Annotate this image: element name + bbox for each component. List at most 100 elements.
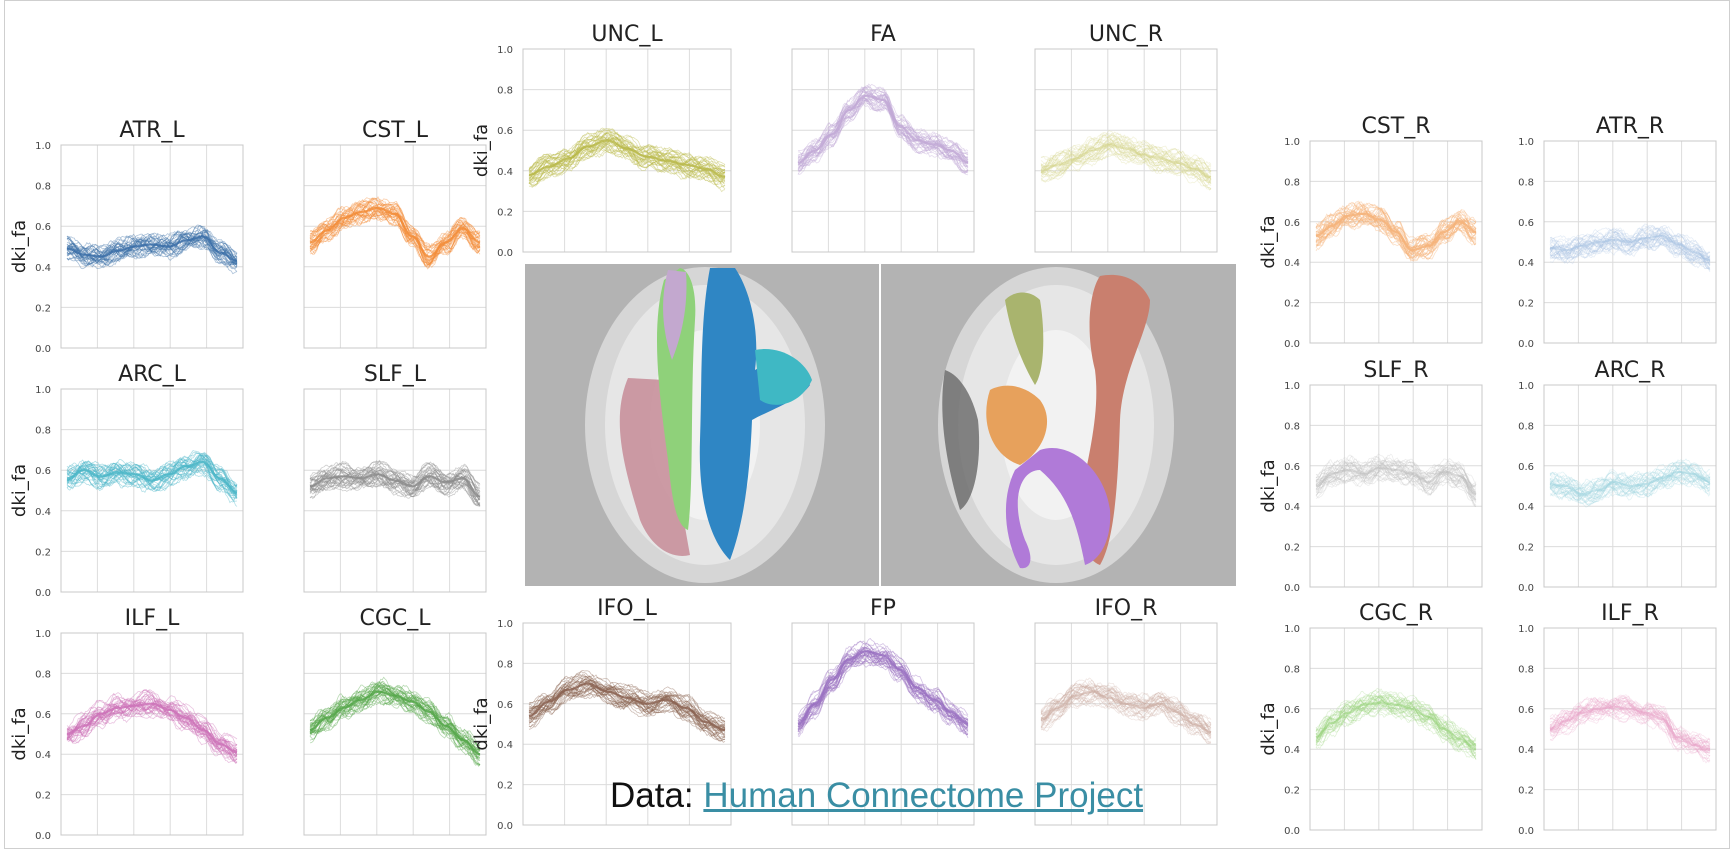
subject-line	[309, 683, 481, 749]
subject-line	[1549, 236, 1711, 269]
plot-frame	[60, 388, 244, 593]
subject-line	[1040, 135, 1212, 183]
subject-line	[797, 646, 969, 727]
series-line-mean	[309, 690, 481, 756]
subject-line	[1549, 707, 1711, 757]
subject-line	[528, 141, 726, 186]
subject-line	[309, 689, 481, 755]
plot-frame	[1543, 384, 1717, 588]
subject-line	[309, 213, 481, 266]
subject-line	[1040, 684, 1212, 729]
subject-line	[528, 678, 726, 733]
subject-line	[1549, 708, 1711, 762]
subject-line	[1315, 691, 1477, 747]
subject-line	[1549, 706, 1711, 764]
subject-line	[309, 474, 481, 506]
subject-line	[309, 681, 481, 754]
y-tick-label: 0.4	[35, 263, 51, 274]
subject-line	[309, 466, 481, 496]
subject-line	[1549, 701, 1711, 751]
subject-line	[797, 92, 969, 172]
subject-line	[1549, 236, 1711, 271]
subject-line	[66, 459, 238, 498]
subject-line	[797, 97, 969, 172]
subject-line	[66, 240, 238, 267]
y-tick-label: 0.0	[35, 831, 51, 842]
subject-line	[66, 232, 238, 265]
chart-arc-r: 0.0 0.2 0.4 0.6 0.8 1.0 ARC_R	[1518, 358, 1717, 594]
chart-title: IFO_R	[1095, 596, 1158, 621]
plot-frame	[303, 388, 487, 593]
subject-line	[797, 640, 969, 723]
chart-cgc-l: CGC_L	[303, 606, 487, 836]
subject-line	[529, 669, 726, 728]
subject-line	[1549, 708, 1711, 755]
subject-line	[797, 86, 969, 155]
subject-line	[1315, 699, 1477, 748]
subject-line	[309, 208, 481, 269]
plot-frame	[522, 48, 732, 253]
subject-line	[66, 228, 238, 256]
subject-line	[1549, 461, 1711, 497]
chart-ilf-l: 0.0 0.2 0.4 0.6 0.8 1.0 ILF_L dki_fa	[9, 606, 244, 842]
subject-line	[1549, 698, 1711, 753]
subject-line	[66, 232, 238, 264]
subject-line	[528, 680, 726, 730]
subject-line	[66, 690, 238, 748]
subject-line	[1315, 469, 1477, 503]
series-line-mean	[66, 235, 238, 262]
subject-line	[1549, 226, 1711, 258]
subject-line	[1549, 458, 1711, 492]
plot-frame	[1309, 384, 1483, 588]
subject-line	[1315, 471, 1476, 498]
subject-line	[1549, 465, 1711, 491]
subject-line	[309, 474, 481, 507]
subject-line	[1549, 703, 1711, 753]
y-tick-label: 1.0	[1518, 624, 1534, 635]
y-tick-label: 0.4	[35, 507, 51, 518]
y-tick-label: 0.0	[497, 821, 513, 832]
subject-line	[1315, 210, 1477, 257]
y-tick-label: 0.2	[1518, 543, 1534, 554]
subject-line	[1040, 134, 1212, 172]
plot-frame	[60, 144, 244, 349]
subject-line	[1549, 238, 1711, 273]
subject-line	[1040, 143, 1212, 184]
chart-fp: FP	[791, 596, 975, 826]
subject-line	[66, 694, 238, 746]
subject-line	[797, 647, 969, 734]
subject-line	[66, 697, 238, 754]
chart-title: CST_L	[362, 118, 429, 143]
subject-line	[1040, 685, 1212, 735]
chart-title: FP	[870, 596, 896, 621]
series-line-mean	[528, 682, 726, 732]
subject-line	[1040, 684, 1212, 732]
subject-line	[797, 650, 969, 736]
subject-line	[66, 454, 238, 488]
subject-line	[1549, 466, 1711, 495]
data-source-link[interactable]: Human Connectome Project	[703, 776, 1144, 815]
y-tick-label: 0.4	[1518, 745, 1534, 756]
subject-line	[66, 235, 238, 263]
subject-line	[1040, 694, 1212, 736]
subject-line	[309, 466, 481, 494]
subject-line	[1550, 474, 1711, 504]
subject-line	[1549, 232, 1711, 269]
plot-frame	[1309, 627, 1483, 831]
subject-line	[1549, 461, 1711, 491]
brain-tractography-image	[525, 264, 1236, 586]
subject-line	[797, 651, 969, 733]
subject-line	[1549, 472, 1711, 499]
subject-line	[1549, 238, 1711, 266]
chart-slf-l: SLF_L	[303, 362, 487, 593]
subject-line	[1040, 136, 1212, 179]
chart-title: ATR_L	[119, 118, 185, 143]
subject-line	[309, 468, 481, 489]
subject-line	[66, 701, 238, 763]
y-tick-label: 0.4	[1518, 258, 1534, 269]
subject-line	[1315, 699, 1477, 752]
subject-line	[797, 96, 969, 169]
subject-line	[1040, 143, 1212, 185]
subject-line	[1315, 201, 1477, 252]
subject-line	[309, 681, 481, 755]
